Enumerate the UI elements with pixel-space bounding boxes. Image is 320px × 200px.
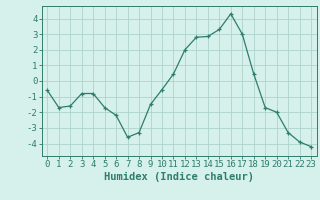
X-axis label: Humidex (Indice chaleur): Humidex (Indice chaleur) (104, 172, 254, 182)
